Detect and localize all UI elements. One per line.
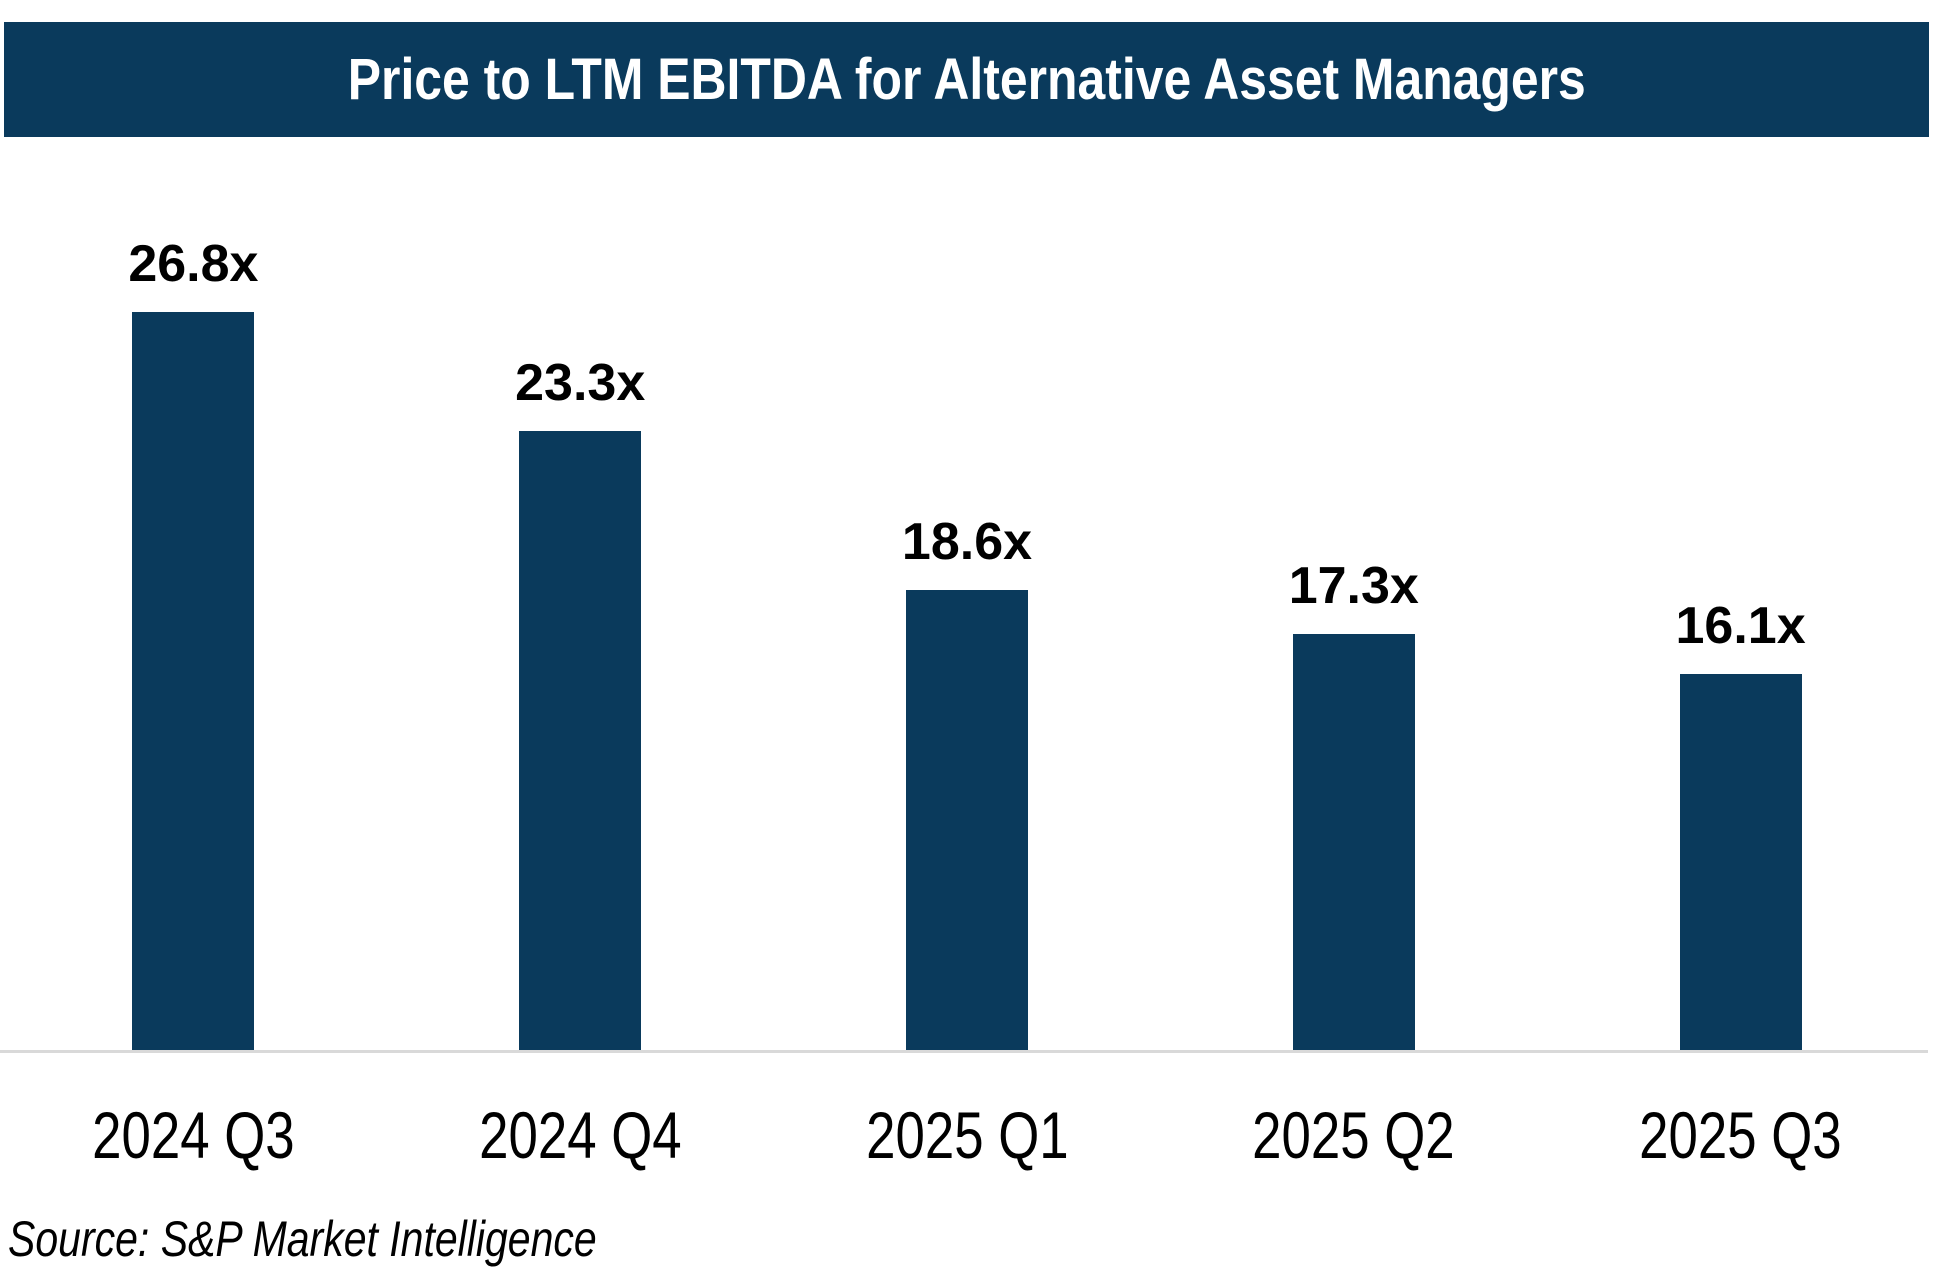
x-axis-label-2025-q2: 2025 Q2: [1252, 1098, 1456, 1172]
chart-title: Price to LTM EBITDA for Alternative Asse…: [347, 47, 1586, 112]
x-axis-label-2025-q3: 2025 Q3: [1639, 1098, 1842, 1172]
x-axis-label-2024-q3: 2024 Q3: [92, 1098, 295, 1172]
chart-title-bar: Price to LTM EBITDA for Alternative Asse…: [4, 22, 1929, 137]
bar-2025-q3: [1679, 674, 1802, 1050]
bar-value-label: 23.3x: [515, 354, 646, 412]
bar-2025-q2: [1292, 634, 1415, 1050]
bar-value-label: 18.6x: [901, 513, 1033, 571]
bar-group-2025-q1: 18.6x: [774, 516, 1161, 1050]
x-axis-line: [0, 1050, 1928, 1053]
bar-2025-q1: [905, 590, 1028, 1050]
bar-group-2025-q3: 16.1x: [1547, 600, 1934, 1050]
source-note: Source: S&P Market Intelligence: [8, 1211, 597, 1267]
x-axis-label-2024-q4: 2024 Q4: [478, 1098, 682, 1172]
x-axis-label-2025-q1: 2025 Q1: [865, 1098, 1069, 1172]
bar-value-label: 26.8x: [128, 235, 259, 293]
x-axis-labels: 2024 Q3 2024 Q4 2025 Q1 2025 Q2 2025 Q3: [0, 1102, 1934, 1168]
bar-value-label: 17.3x: [1288, 557, 1419, 615]
bar-group-2024-q4: 23.3x: [387, 357, 774, 1050]
bar-2024-q3: [132, 312, 255, 1050]
bar-group-2025-q2: 17.3x: [1160, 560, 1547, 1050]
bar-value-label: 16.1x: [1675, 597, 1806, 655]
bar-2024-q4: [519, 431, 642, 1050]
plot-area: 26.8x 23.3x 18.6x 17.3x 16.1x: [0, 238, 1934, 1050]
bar-group-2024-q3: 26.8x: [0, 238, 387, 1050]
